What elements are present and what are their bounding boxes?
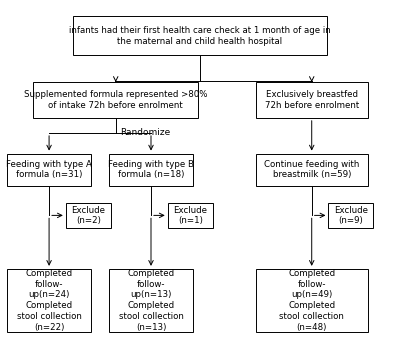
FancyBboxPatch shape xyxy=(7,269,91,331)
FancyBboxPatch shape xyxy=(66,203,111,228)
Text: Exclude
(n=1): Exclude (n=1) xyxy=(173,206,207,225)
Text: Completed
follow-
up(n=49)
Completed
stool collection
(n=48): Completed follow- up(n=49) Completed sto… xyxy=(279,269,344,331)
FancyBboxPatch shape xyxy=(73,16,327,55)
FancyBboxPatch shape xyxy=(256,82,368,118)
FancyBboxPatch shape xyxy=(328,203,374,228)
Text: Feeding with type A
formula (n=31): Feeding with type A formula (n=31) xyxy=(6,160,92,180)
Text: Completed
follow-
up(n=24)
Completed
stool collection
(n=22): Completed follow- up(n=24) Completed sto… xyxy=(17,269,82,331)
Text: Supplemented formula represented >80%
of intake 72h before enrolment: Supplemented formula represented >80% of… xyxy=(24,90,208,110)
FancyBboxPatch shape xyxy=(33,82,198,118)
Text: Continue feeding with
breastmilk (n=59): Continue feeding with breastmilk (n=59) xyxy=(264,160,360,180)
Text: Exclusively breastfed
72h before enrolment: Exclusively breastfed 72h before enrolme… xyxy=(264,90,359,110)
Text: infants had their first health care check at 1 month of age in
the maternal and : infants had their first health care chec… xyxy=(69,26,331,46)
Text: Completed
follow-
up(n=13)
Completed
stool collection
(n=13): Completed follow- up(n=13) Completed sto… xyxy=(118,269,184,331)
FancyBboxPatch shape xyxy=(256,269,368,331)
FancyBboxPatch shape xyxy=(109,154,193,186)
FancyBboxPatch shape xyxy=(109,269,193,331)
FancyBboxPatch shape xyxy=(256,154,368,186)
Text: Exclude
(n=2): Exclude (n=2) xyxy=(71,206,105,225)
FancyBboxPatch shape xyxy=(7,154,91,186)
Text: Randomize: Randomize xyxy=(120,128,170,137)
Text: Exclude
(n=9): Exclude (n=9) xyxy=(334,206,368,225)
FancyBboxPatch shape xyxy=(168,203,213,228)
Text: Feeding with type B
formula (n=18): Feeding with type B formula (n=18) xyxy=(108,160,194,180)
